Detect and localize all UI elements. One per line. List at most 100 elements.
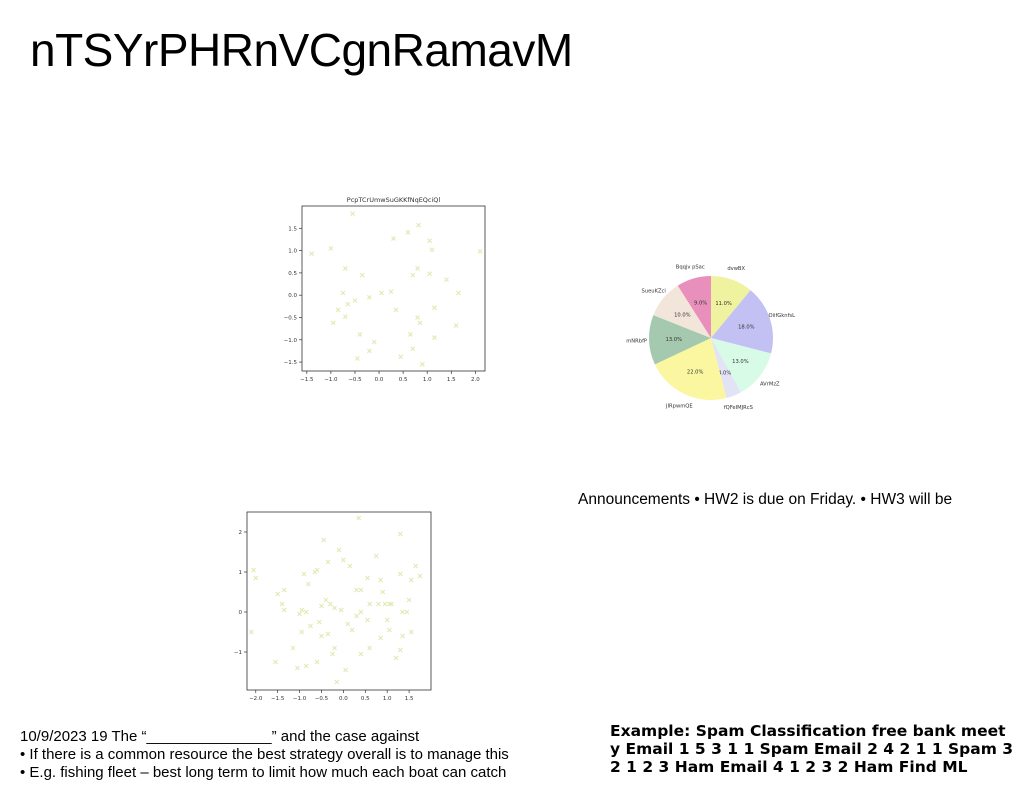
scatter-point [391,236,396,241]
scatter-point [354,613,359,619]
scatter-point [281,587,287,593]
scatter-point [303,609,309,615]
scatter-point [299,607,305,613]
scatter-point [330,651,335,657]
scatter-point [407,332,413,337]
scatter-point [303,663,309,669]
scatter-point [332,605,338,611]
y-tick-label: −0.5 [284,315,298,321]
scatter-point [342,266,348,271]
scatter-point [347,563,353,569]
x-tick-label: 0.0 [339,696,348,702]
scatter-point [335,307,341,313]
plot-frame [301,205,486,372]
scatter-point [338,607,344,613]
scatter-point [388,289,394,295]
pie-label: OiifGknfsL [768,313,795,319]
scatter-point [251,567,256,573]
scatter-point [408,629,414,635]
scatter-point [432,305,437,311]
slide-title: nTSYrPHRnVCgnRamavM [30,24,573,76]
scatter-point [297,611,302,617]
scatter-point [253,575,259,581]
x-tick-label: −1.5 [271,696,285,702]
scatter-point [358,609,364,615]
scatter-point [367,295,372,300]
x-tick-label: −1.5 [300,377,314,383]
scatter-point [281,607,287,613]
scatter-point [301,571,307,577]
pie-value-label: 9.0% [694,300,707,306]
scatter-point [444,277,449,282]
scatter-point [406,597,412,603]
scatter-point [305,581,311,587]
scatter-point [365,617,370,623]
x-tick-label: −0.5 [348,377,362,383]
scatter-point [352,298,358,303]
scatter-point [350,211,355,216]
scatter-point [373,553,379,559]
scatter-point [384,617,390,623]
scatter-point [319,633,324,639]
scatter-point [340,290,346,296]
scatter-point [323,597,329,603]
scatter-point [404,609,410,615]
pie-label: SueuKZcl [642,289,666,295]
scatter-point [393,307,399,313]
x-tick-label: 2.0 [471,377,480,383]
pie-chart: dvwBX 11.0% OiifGknfsL 18.0% AVrMzZ 13.0% fQFe… [626,265,795,412]
scatter-point [330,320,336,326]
scatter-point [314,567,320,573]
scatter-point [316,619,322,625]
pie-value-label: 22.0% [687,370,704,376]
pie-value-label: 4.0% [718,371,731,377]
x-tick-label: −2.0 [249,696,263,702]
scatter-point [456,290,461,296]
scatter-point [393,655,399,661]
scatter-point [400,633,405,639]
notes-block: 10/9/2023 19 The “_______________” and t… [20,728,509,782]
x-tick-label: −0.5 [315,696,329,702]
y-tick-label: 0.0 [288,293,297,299]
y-tick-label: 2 [239,530,243,536]
scatter-point [397,571,403,577]
scatter-point [309,251,315,257]
scatter-point [410,346,416,352]
scatter-point [382,601,388,607]
scatter-point [248,629,254,635]
scatter-point [380,589,386,595]
y-tick-label: 1 [239,570,243,576]
scatter-point [356,515,362,521]
scatter-point [371,339,377,345]
scatter-point [427,238,433,244]
scatter-point [349,627,355,633]
scatter-point [273,659,278,665]
pie-slice [711,338,741,399]
scatter-point [336,547,342,553]
y-tick-label: 1.0 [288,249,297,255]
scatter-point [379,290,384,296]
y-tick-label: −1 [234,650,242,656]
pie-value-label: 13.0% [666,337,683,343]
scatter-point [279,601,285,607]
scatter-point [408,577,414,583]
pie-label: Bqqjv pSac [676,265,705,271]
pie-label: JIRpwmQE [665,403,693,409]
scatter-point [398,354,404,360]
scatter-point [357,332,363,337]
scatter-point [477,249,483,254]
pie-label: fQFeIMJRcS [724,405,753,411]
scatter-point [325,631,331,637]
pie-label: dvwBX [727,266,745,272]
x-tick-label: 1.0 [423,377,432,383]
scatter-point [417,573,423,579]
announcement-text: Announcements • HW2 is due on Friday. • … [578,491,953,508]
scatter-point [365,575,370,581]
scatter-point [427,271,433,277]
scatter-point [275,591,281,597]
scatter-point [359,272,365,278]
y-tick-label: 0.5 [288,271,297,277]
scatter-point [319,603,324,609]
scatter-point [294,665,300,671]
plot-frame [246,511,432,691]
